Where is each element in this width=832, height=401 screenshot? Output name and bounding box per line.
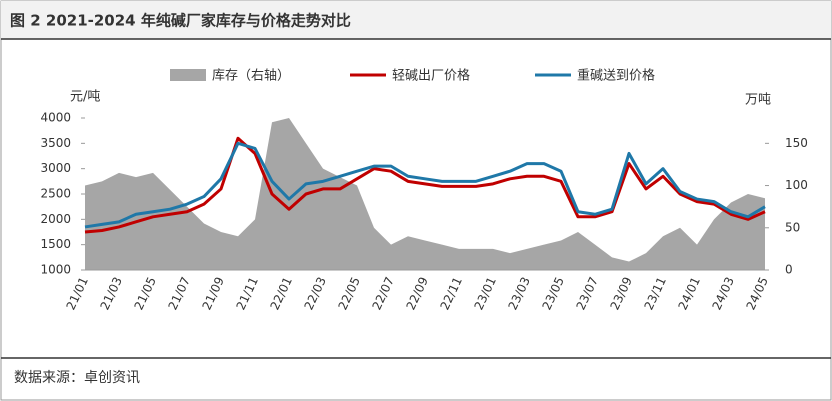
- source: 数据来源：卓创资讯: [14, 370, 140, 386]
- legend-label: 库存（右轴）: [212, 68, 290, 84]
- y-tick-label: 4000: [40, 111, 71, 125]
- y2-tick-label: 150: [785, 136, 808, 150]
- y-tick-label: 1000: [40, 263, 71, 277]
- y-axis-label: 元/吨: [70, 90, 100, 105]
- y2-tick-label: 0: [785, 263, 793, 277]
- legend-label: 重碱送到价格: [577, 68, 655, 84]
- legend-label: 轻碱出厂价格: [392, 68, 470, 84]
- inventory-area: [85, 118, 765, 270]
- y-tick-label: 3500: [40, 136, 71, 150]
- y-tick-label: 2500: [40, 187, 71, 201]
- title-bar: [1, 1, 831, 39]
- y2-tick-label: 100: [785, 178, 808, 192]
- y-tick-label: 2000: [40, 212, 71, 226]
- y2-axis-label: 万吨: [745, 93, 771, 108]
- y-tick-label: 1500: [40, 237, 71, 251]
- chart-title: 图 2 2021-2024 年纯碱厂家库存与价格走势对比: [10, 12, 351, 30]
- price-line: [84, 136, 766, 234]
- y-tick-label: 3000: [40, 161, 71, 175]
- legend-swatch: [170, 69, 206, 81]
- y2-tick-label: 50: [785, 220, 800, 234]
- price-line: [84, 141, 766, 229]
